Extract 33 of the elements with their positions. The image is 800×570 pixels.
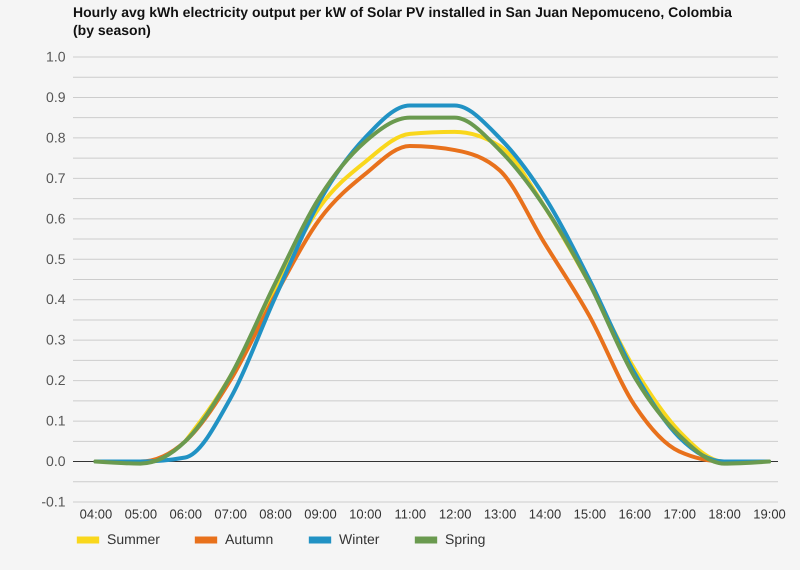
y-tick-label: 0.8 <box>46 129 66 146</box>
legend-label: Spring <box>445 531 486 547</box>
x-tick-label: 15:00 <box>574 506 606 522</box>
y-tick-label: 0.4 <box>46 291 66 308</box>
x-tick-label: 10:00 <box>349 506 382 522</box>
legend-label: Winter <box>339 531 380 547</box>
x-tick-label: 08:00 <box>259 506 292 522</box>
x-tick-label: 04:00 <box>80 506 112 522</box>
chart-title: Hourly avg kWh electricity output per kW of Solar PV installed in San Juan Nepomuceno, Colombia (by season) <box>73 4 732 38</box>
legend-label: Summer <box>107 531 160 547</box>
y-tick-label: 0.0 <box>46 453 66 470</box>
x-tick-label: 06:00 <box>169 506 202 522</box>
x-tick-label: 12:00 <box>438 506 472 522</box>
y-tick-label: 0.3 <box>46 332 66 348</box>
x-tick-label: 05:00 <box>124 506 158 522</box>
y-tick-label: 0.7 <box>46 170 66 186</box>
legend-label: Autumn <box>225 531 274 547</box>
y-tick-label: 0.5 <box>46 250 66 267</box>
y-tick-label: 0.6 <box>46 210 66 226</box>
x-tick-label: 19:00 <box>753 506 786 522</box>
x-tick-label: 18:00 <box>708 506 741 522</box>
x-tick-label: 13:00 <box>484 506 516 522</box>
x-tick-label: 17:00 <box>663 506 696 522</box>
x-tick-label: 11:00 <box>394 506 426 522</box>
x-tick-label: 07:00 <box>214 506 247 522</box>
y-tick-label: 0.9 <box>46 88 66 105</box>
x-tick-label: 14:00 <box>528 506 562 522</box>
y-tick-label: 0.1 <box>46 412 66 429</box>
y-tick-label: 1.0 <box>46 48 66 64</box>
y-tick-label: -0.1 <box>41 494 66 510</box>
y-tick-label: 0.2 <box>46 372 66 388</box>
x-tick-label: 16:00 <box>618 506 652 522</box>
x-tick-label: 09:00 <box>304 506 337 522</box>
